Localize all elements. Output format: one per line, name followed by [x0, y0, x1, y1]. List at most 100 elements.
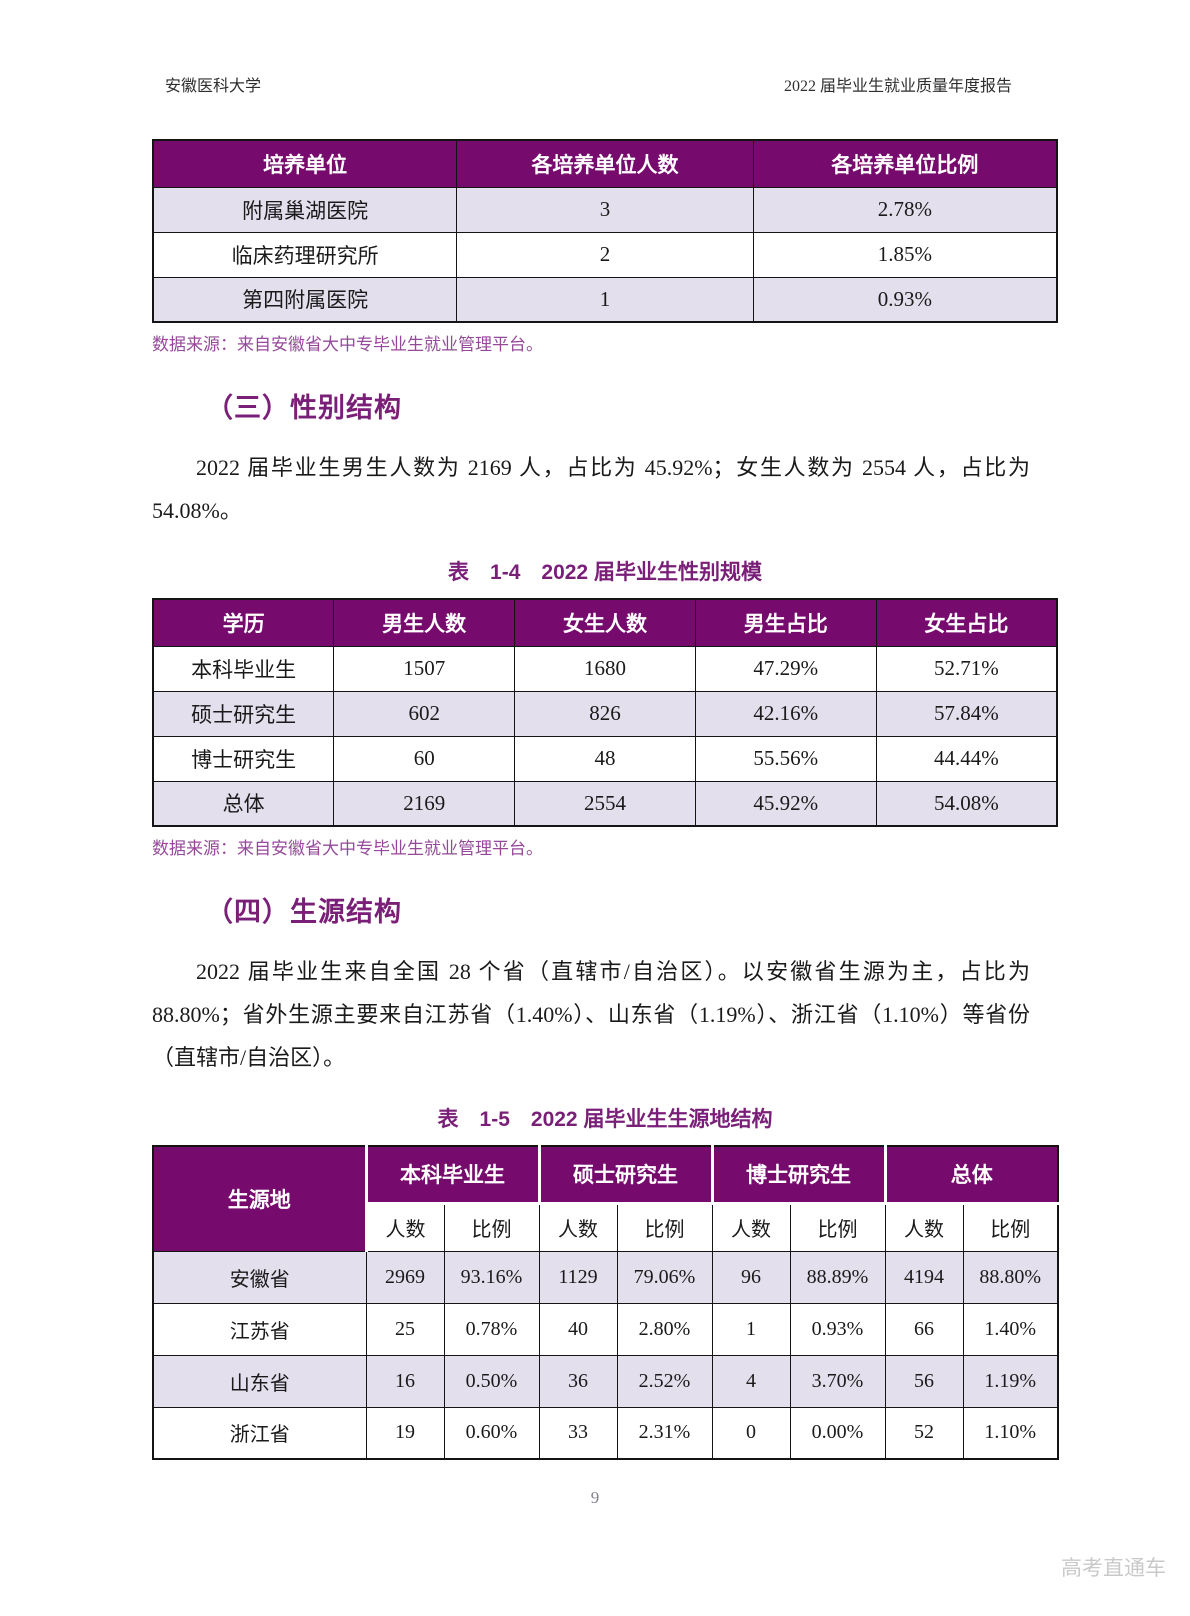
table-group-header-row: 生源地 本科毕业生 硕士研究生 博士研究生 总体	[152, 1145, 1059, 1252]
data-source-note: 数据来源：来自安徽省大中专毕业生就业管理平台。	[152, 335, 543, 354]
table-cell: 4194	[884, 1250, 964, 1304]
group-header: 硕士研究生	[537, 1145, 714, 1205]
table-cell: 96	[711, 1250, 791, 1304]
table-cell: 79.06%	[616, 1250, 713, 1304]
sub-header: 人数	[538, 1202, 618, 1252]
column-header: 男生人数	[333, 598, 516, 647]
origin-structure-table: 生源地 本科毕业生 硕士研究生 博士研究生 总体 人数 比例 人数 比例 人数 …	[152, 1145, 1059, 1460]
table-cell: 88.80%	[962, 1250, 1059, 1304]
table-cell: 93.16%	[443, 1250, 540, 1304]
table-cell: 1.85%	[752, 231, 1058, 278]
table-cell: 48	[514, 735, 696, 782]
data-source-note: 数据来源：来自安徽省大中专毕业生就业管理平台。	[152, 839, 543, 858]
table-cell: 1.40%	[962, 1302, 1059, 1356]
table-cell: 3	[456, 186, 754, 233]
table-cell: 0.93%	[752, 276, 1058, 323]
table-cell: 1129	[538, 1250, 618, 1304]
column-header: 女生占比	[875, 598, 1058, 647]
table-cell: 52	[884, 1406, 964, 1460]
table-cell: 1	[456, 276, 754, 323]
table-cell: 42.16%	[694, 690, 877, 737]
page-content: 培养单位 各培养单位人数 各培养单位比例 附属巢湖医院 3 2.78% 临床药理…	[152, 139, 1059, 1460]
table-cell: 2169	[333, 780, 516, 827]
table-cell: 60	[333, 735, 516, 782]
table-header-row: 学历 男生人数 女生人数 男生占比 女生占比	[152, 598, 1058, 647]
table-cell: 826	[514, 690, 696, 737]
page-number: 9	[590, 1488, 600, 1507]
table-cell: 40	[538, 1302, 618, 1356]
section-heading-gender: （三）性别结构	[206, 393, 402, 423]
sub-header: 人数	[884, 1202, 964, 1252]
header-university-name: 安徽医科大学	[165, 78, 262, 95]
table-cell: 1	[711, 1302, 791, 1356]
table-cell: 1680	[514, 645, 696, 692]
table-cell: 0.00%	[789, 1406, 886, 1460]
watermark: 高考直通车	[1061, 1557, 1166, 1580]
table-cell: 临床药理研究所	[152, 231, 458, 278]
table-row: 总体 2169 2554 45.92% 54.08%	[152, 780, 1058, 827]
table-cell: 0	[711, 1406, 791, 1460]
table-cell: 2969	[365, 1250, 445, 1304]
column-header: 各培养单位比例	[752, 139, 1058, 188]
table-cell: 56	[884, 1354, 964, 1408]
table-row: 附属巢湖医院 3 2.78%	[152, 186, 1058, 233]
table-cell: 57.84%	[875, 690, 1058, 737]
table-caption-1-4: 表 1-4 2022 届毕业生性别规模	[448, 561, 762, 584]
section-heading-origin: （四）生源结构	[206, 897, 402, 927]
table-row: 第四附属医院 1 0.93%	[152, 276, 1058, 323]
table-cell: 33	[538, 1406, 618, 1460]
table-cell: 安徽省	[152, 1250, 367, 1304]
group-header: 总体	[883, 1145, 1059, 1205]
table-cell: 19	[365, 1406, 445, 1460]
table-caption-1-5: 表 1-5 2022 届毕业生生源地结构	[437, 1108, 773, 1131]
training-unit-table: 培养单位 各培养单位人数 各培养单位比例 附属巢湖医院 3 2.78% 临床药理…	[152, 139, 1058, 323]
table-cell: 0.60%	[443, 1406, 540, 1460]
table-cell: 1.19%	[962, 1354, 1059, 1408]
group-header: 博士研究生	[710, 1145, 887, 1205]
group-header: 本科毕业生	[364, 1145, 541, 1205]
table-cell: 45.92%	[694, 780, 877, 827]
table-row: 安徽省 2969 93.16% 1129 79.06% 96 88.89% 41…	[152, 1250, 1059, 1304]
table-cell: 附属巢湖医院	[152, 186, 458, 233]
gender-paragraph: 2022 届毕业生男生人数为 2169 人，占比为 45.92%；女生人数为 2…	[152, 455, 1030, 523]
table-row: 江苏省 25 0.78% 40 2.80% 1 0.93% 66 1.40%	[152, 1302, 1059, 1356]
table-cell: 47.29%	[694, 645, 877, 692]
table-row: 山东省 16 0.50% 36 2.52% 4 3.70% 56 1.19%	[152, 1354, 1059, 1408]
sub-header: 人数	[365, 1202, 445, 1252]
table-cell: 本科毕业生	[152, 645, 335, 692]
table-cell: 52.71%	[875, 645, 1058, 692]
table-cell: 硕士研究生	[152, 690, 335, 737]
corner-header: 生源地	[152, 1145, 368, 1252]
table-row: 博士研究生 60 48 55.56% 44.44%	[152, 735, 1058, 782]
table-cell: 44.44%	[875, 735, 1058, 782]
gender-structure-table: 学历 男生人数 女生人数 男生占比 女生占比 本科毕业生 1507 1680 4…	[152, 598, 1058, 827]
table-cell: 总体	[152, 780, 335, 827]
table-subheader-row: 人数 比例 人数 比例 人数 比例 人数 比例	[153, 1202, 1059, 1252]
column-header: 女生人数	[514, 598, 696, 647]
sub-header: 比例	[616, 1202, 713, 1252]
origin-paragraph: 2022 届毕业生来自全国 28 个省（直辖市/自治区）。以安徽省生源为主，占比…	[152, 959, 1030, 1070]
sub-header: 比例	[789, 1202, 886, 1252]
table-cell: 54.08%	[875, 780, 1058, 827]
table-cell: 1507	[333, 645, 516, 692]
table-cell: 66	[884, 1302, 964, 1356]
table-cell: 浙江省	[152, 1406, 367, 1460]
table-cell: 55.56%	[694, 735, 877, 782]
table-cell: 0.78%	[443, 1302, 540, 1356]
table-cell: 山东省	[152, 1354, 367, 1408]
table-cell: 博士研究生	[152, 735, 335, 782]
header-report-title: 2022 届毕业生就业质量年度报告	[783, 78, 1012, 95]
table-cell: 3.70%	[789, 1354, 886, 1408]
column-header: 学历	[152, 598, 335, 647]
table-cell: 2.80%	[616, 1302, 713, 1356]
column-header: 男生占比	[694, 598, 877, 647]
page-header: 安徽医科大学 2022 届毕业生就业质量年度报告	[165, 72, 1012, 96]
table-cell: 2554	[514, 780, 696, 827]
column-header: 各培养单位人数	[456, 139, 754, 188]
table-header-row: 培养单位 各培养单位人数 各培养单位比例	[152, 139, 1058, 188]
table-row: 本科毕业生 1507 1680 47.29% 52.71%	[152, 645, 1058, 692]
sub-header: 比例	[962, 1202, 1059, 1252]
table-cell: 16	[365, 1354, 445, 1408]
column-header: 培养单位	[152, 139, 458, 188]
